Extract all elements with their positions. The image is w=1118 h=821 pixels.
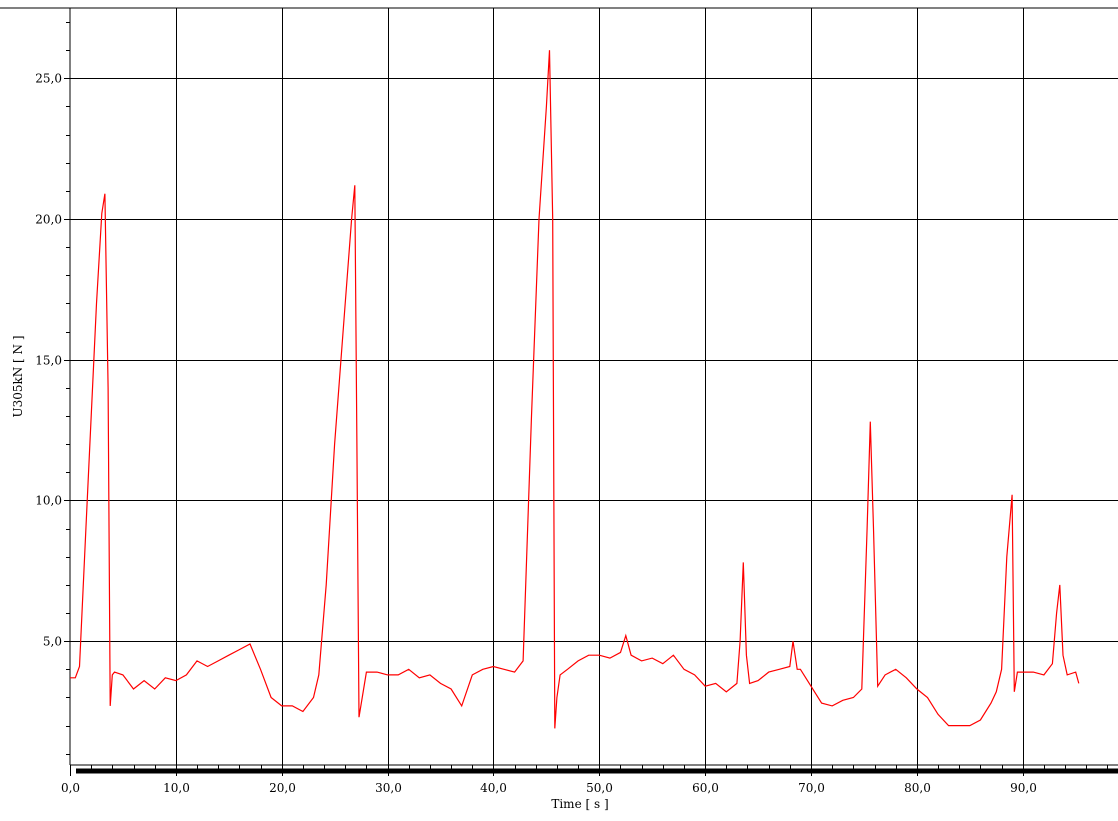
y-axis-label: U305kN [ N ] <box>11 335 25 417</box>
x-axis-label: Time [ s ] <box>551 797 608 811</box>
x-tick-label: 90,0 <box>1010 781 1037 795</box>
y-tick-label: 25,0 <box>35 72 62 86</box>
x-axis: 0,0 10,0 20,0 30,0 40,0 50,0 60,0 70,0 80,0 90,0 <box>61 765 1108 795</box>
x-tick-label: 40,0 <box>480 781 507 795</box>
y-axis: 5,0 10,0 15,0 20,0 25,0 <box>35 22 70 755</box>
series-group <box>70 50 1080 729</box>
x-tick-label: 80,0 <box>904 781 931 795</box>
x-tick-label: 0,0 <box>61 781 80 795</box>
plot-frame <box>0 7 1118 774</box>
x-tick-label: 20,0 <box>269 781 296 795</box>
grid-lines <box>64 8 1118 765</box>
x-tick-label: 10,0 <box>163 781 190 795</box>
y-tick-label: 10,0 <box>35 494 62 508</box>
x-tick-label: 50,0 <box>586 781 613 795</box>
y-tick-label: 5,0 <box>43 635 62 649</box>
x-tick-label: 30,0 <box>375 781 402 795</box>
y-tick-label: 15,0 <box>35 354 62 368</box>
x-tick-label: 70,0 <box>798 781 825 795</box>
series-line <box>70 50 1080 729</box>
y-tick-label: 20,0 <box>35 213 62 227</box>
x-tick-label: 60,0 <box>692 781 719 795</box>
